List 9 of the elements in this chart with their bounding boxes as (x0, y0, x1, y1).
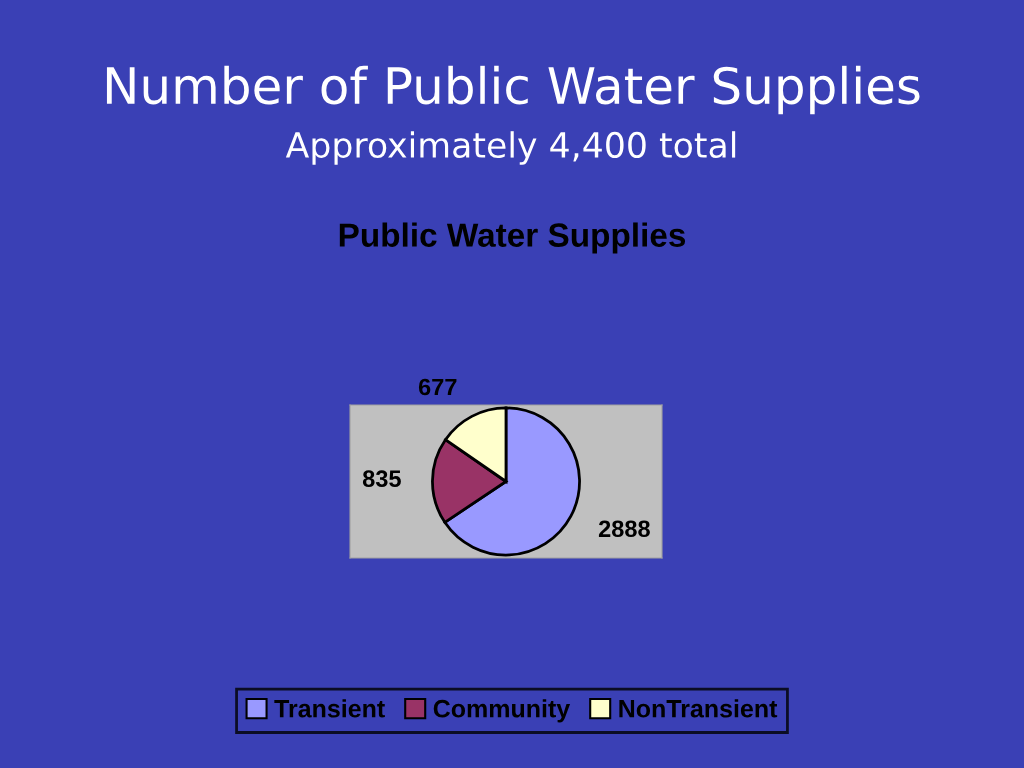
legend-label: NonTransient (619, 699, 778, 718)
legend-label: Transient (274, 699, 385, 718)
legend-label: Community (433, 699, 571, 723)
chart-title: Number of Public Water Supplies (106, 65, 920, 115)
data-label: 677 (418, 378, 457, 396)
text: Public Water Supplies (339, 222, 686, 254)
chart-subtitle: Approximately 4,400 total (285, 131, 736, 165)
data-label: 835 (362, 470, 401, 488)
data-label: 2888 (598, 520, 650, 538)
